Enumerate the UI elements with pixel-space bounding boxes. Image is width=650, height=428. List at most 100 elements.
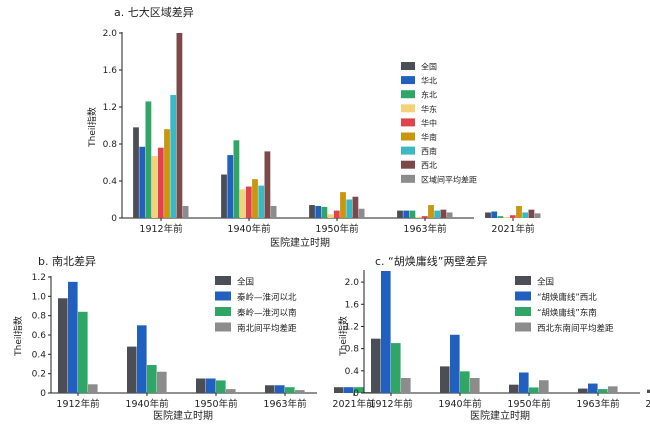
panel-a-xtick-label: 1950年前 — [315, 223, 358, 235]
panel-a-bar — [270, 205, 277, 218]
panel-c-xtick-label: 1963年前 — [576, 398, 619, 410]
panel-a-legend-label: 全国 — [421, 62, 437, 72]
panel-b-legend-swatch — [215, 291, 231, 301]
panel-b-ytick-label: 0.8 — [32, 312, 47, 322]
panel-c-ytick-label: 0 — [353, 389, 359, 399]
panel-a-xtick-label: 1912年前 — [139, 223, 182, 235]
panel-c-bar — [460, 371, 470, 393]
panel-a-bar — [522, 212, 529, 218]
panel-a-ytick-label: 0 — [111, 214, 117, 224]
panel-a-bar — [352, 196, 359, 218]
panel-a-bar — [516, 205, 522, 218]
panel-b-legend-label: 全国 — [237, 277, 254, 288]
panel-a-bar — [327, 214, 334, 218]
panel-c-xtick-label: 1940年前 — [438, 398, 481, 410]
panel-c-bar — [598, 389, 608, 393]
panel-a-bar — [145, 101, 152, 218]
panel-c-ytick-label: 2.0 — [345, 278, 360, 288]
panel-a-bar — [434, 210, 441, 218]
panel-b-bar — [147, 364, 157, 393]
panel-a-bar — [358, 208, 365, 218]
panel-b-bar — [285, 387, 295, 393]
panel-b-bar — [137, 325, 147, 393]
panel-b-bar — [196, 378, 206, 393]
panel-b-bar — [206, 378, 216, 393]
panel-b-bar — [78, 311, 88, 393]
panel-b-north-south: b. 南北差异 医院建立时期 Theil指数 0 0.2 0.4 0.6 0.8 1.0 1… — [12, 254, 376, 422]
panel-b-bar — [127, 346, 137, 393]
panel-a-bar — [264, 151, 271, 218]
panel-b-legend-swatch — [215, 322, 231, 332]
panel-a-legend-label: 区域间平均差距 — [421, 174, 477, 184]
panel-a-xtick-label: 2021年前 — [491, 223, 534, 235]
panel-a-bar — [258, 185, 265, 218]
panel-b-ytick-label: 0.6 — [32, 331, 47, 341]
panel-b-bar — [157, 371, 167, 393]
panel-a-legend-swatch — [401, 174, 415, 183]
panel-c-legend-swatch — [515, 291, 531, 301]
panel-c-ytick-label: 0.8 — [345, 345, 360, 355]
panel-c-bar — [450, 334, 460, 393]
panel-a-legend-label: 东北 — [421, 90, 437, 100]
panel-b-legend-label: 秦岭—淮河以北 — [237, 292, 297, 303]
panel-a-legend-swatch — [401, 146, 415, 155]
panel-a-ytick-label: 1.2 — [103, 103, 117, 113]
panel-a-ytick-label: 1.6 — [103, 66, 118, 76]
panel-c-bar — [391, 343, 401, 393]
panel-a-legend-label: 西南 — [421, 146, 437, 156]
panel-c-legend-swatch — [515, 322, 531, 332]
panel-c-bar — [588, 383, 598, 393]
panel-c-bar — [440, 366, 450, 393]
panel-c-bar — [470, 378, 480, 393]
panel-a-bar — [239, 189, 246, 218]
panel-b-bar — [216, 380, 226, 393]
panel-a-bar — [182, 205, 189, 218]
panel-b-bar — [344, 387, 354, 393]
panel-b-ytick-label: 0.4 — [32, 350, 47, 360]
panel-c-bar — [578, 388, 588, 393]
panel-a-seven-regions: a. 七大区域差异 医院建立时期 Theil指数 0 0.4 0.8 1.2 1.6 2.… — [86, 5, 541, 249]
panel-b-ylabel: Theil指数 — [12, 316, 24, 357]
panel-c-ytick-label: 0.4 — [345, 367, 360, 377]
panel-b-legend-swatch — [215, 276, 231, 285]
panel-a-bar — [509, 215, 516, 218]
panel-a-legend-label: 西北 — [421, 161, 437, 170]
panel-a-bar — [403, 210, 410, 218]
panel-c-ylabel: Theil指数 — [337, 316, 349, 357]
panel-b-legend-label: 南北间平均差距 — [237, 323, 297, 334]
panel-a-bar — [333, 210, 340, 218]
panel-c-legend-label: “胡焕庸线”东南 — [537, 308, 597, 319]
panel-a-bar — [252, 179, 258, 218]
panel-a-bar — [421, 216, 428, 218]
panel-a-bar — [157, 147, 164, 218]
panel-a-legend-swatch — [401, 90, 415, 99]
panel-a-bar — [233, 140, 240, 218]
panel-b-bar — [295, 390, 305, 393]
panel-b-legend-label: 秦岭—淮河以南 — [237, 308, 297, 319]
panel-b-title: b. 南北差异 — [38, 254, 96, 268]
panel-a-bar — [151, 156, 158, 218]
panel-a-legend-swatch — [401, 104, 415, 113]
panel-a-bar — [428, 205, 434, 218]
panel-a-bar — [340, 192, 346, 218]
panel-c-legend-label: “胡焕庸线”西北 — [537, 292, 597, 303]
panel-b-bar — [265, 385, 275, 393]
panel-c-legend-label: 全国 — [537, 277, 554, 288]
panel-a-xtick-label: 1940年前 — [227, 223, 270, 235]
panel-a-bar — [534, 213, 541, 218]
panel-a-bar — [170, 94, 177, 218]
panel-a-legend-swatch — [401, 132, 415, 141]
panel-c-bar — [539, 380, 549, 393]
panel-b-xtick-label: 1950年前 — [194, 398, 237, 410]
panel-c-bar — [381, 271, 391, 393]
panel-a-title: a. 七大区域差异 — [114, 5, 194, 19]
panel-b-bar — [226, 389, 236, 393]
panel-a-legend-swatch — [401, 118, 415, 127]
panel-a-ylabel: Theil指数 — [86, 107, 98, 148]
panel-a-legend-swatch — [401, 62, 415, 70]
panel-a-bar — [497, 216, 504, 218]
panel-a-xtick-label: 1963年前 — [403, 223, 446, 235]
